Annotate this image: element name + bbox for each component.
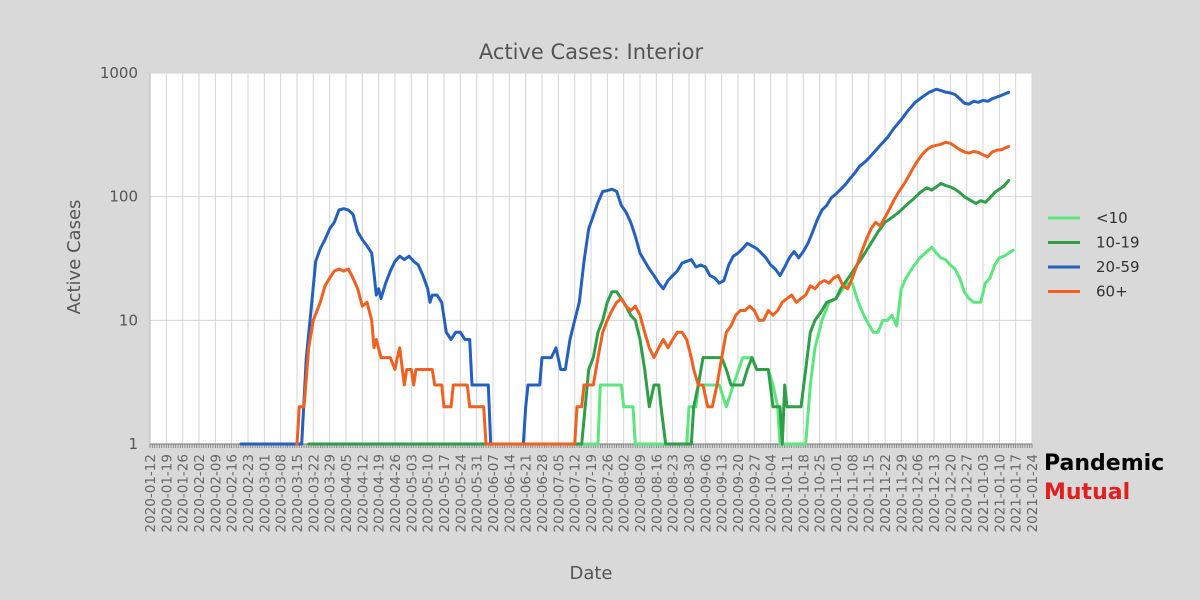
x-tick-label: 2020-03-08 [274, 454, 290, 532]
x-tick-label: 2020-05-31 [470, 454, 486, 532]
series-line-60 [295, 140, 1011, 446]
x-tick-label: 2021-01-03 [976, 454, 992, 532]
x-tick-label: 2020-06-14 [502, 454, 518, 532]
y-tick-label: 1000 [100, 64, 138, 82]
x-tick-label: 2020-08-16 [649, 454, 665, 532]
x-tick-label: 2020-09-06 [698, 454, 714, 532]
y-tick-label: 10 [119, 311, 138, 329]
x-tick-label: 2020-12-13 [927, 454, 943, 532]
y-tick-label: 1 [128, 435, 138, 453]
x-tick-label: 2020-05-10 [421, 454, 437, 532]
x-tick-label: 2020-04-05 [339, 454, 355, 532]
x-tick-label: 2020-03-01 [257, 454, 273, 532]
brand-line-1: Pandemic [1044, 451, 1164, 476]
legend-label: 20-59 [1096, 258, 1140, 276]
x-tick-label: 2020-07-26 [600, 454, 616, 532]
x-tick-label: 2020-09-13 [715, 454, 731, 532]
brand-line-2: Mutual [1044, 480, 1130, 505]
x-tick-label: 2020-05-17 [437, 454, 453, 532]
x-tick-label: 2020-12-27 [960, 454, 976, 532]
x-tick-label: 2020-09-27 [747, 454, 763, 532]
x-tick-label: 2020-08-09 [633, 454, 649, 532]
x-tick-label: 2020-10-18 [796, 454, 812, 532]
legend-label: 10-19 [1096, 234, 1140, 252]
x-tick-label: 2020-06-07 [486, 454, 502, 532]
x-tick-label: 2020-07-19 [584, 454, 600, 532]
x-tick-label: 2020-12-20 [943, 454, 959, 532]
x-tick-label: 2020-01-12 [143, 454, 159, 532]
x-tick-label: 2020-08-02 [617, 454, 633, 532]
x-tick-label: 2020-06-21 [519, 454, 535, 532]
x-tick-label: 2020-11-15 [862, 454, 878, 532]
x-tick-label: 2021-01-10 [992, 454, 1008, 532]
legend-label: <10 [1096, 209, 1128, 227]
x-tick-label: 2020-11-22 [878, 454, 894, 532]
x-axis-title: Date [569, 563, 612, 584]
x-tick-label: 2020-07-12 [568, 454, 584, 532]
x-tick-label: 2020-01-26 [176, 454, 192, 532]
legend: <10 10-19 20-59 60+ [1048, 209, 1140, 301]
x-tick-label: 2020-04-12 [355, 454, 371, 532]
x-tick-label: 2020-06-28 [535, 454, 551, 532]
x-tick-label: 2020-04-26 [388, 454, 404, 532]
x-tick-labels: 2020-01-12 2020-01-19 2020-01-26 2020-02-02… [143, 454, 1041, 532]
x-tick-label: 2020-03-22 [306, 454, 322, 532]
y-tick-label: 100 [109, 188, 138, 206]
x-tick-label: 2020-01-19 [159, 454, 175, 532]
x-tick-label: 2020-05-24 [453, 454, 469, 532]
chart-title: Active Cases: Interior [479, 40, 704, 64]
legend-label: 60+ [1096, 283, 1128, 301]
x-tick-label: 2020-12-06 [911, 454, 927, 532]
y-tick-labels: 1 10 100 1000 [100, 64, 138, 453]
x-tick-label: 2020-10-04 [764, 454, 780, 532]
y-axis-title: Active Cases [64, 200, 85, 315]
grid [149, 72, 1033, 448]
x-tick-label: 2020-11-08 [845, 454, 861, 532]
x-tick-label: 2020-11-01 [829, 454, 845, 532]
series-line-10-19 [307, 179, 1011, 446]
x-tick-label: 2020-09-20 [731, 454, 747, 532]
x-tick-label: 2020-02-02 [192, 454, 208, 532]
x-tick-label: 2020-02-23 [241, 454, 257, 532]
series-line-20-59 [239, 87, 1011, 446]
x-tick-label: 2020-05-03 [404, 454, 420, 532]
x-tick-label: 2020-10-11 [780, 454, 796, 532]
x-tick-label: 2020-04-19 [372, 454, 388, 532]
x-tick-label: 2020-02-09 [208, 454, 224, 532]
x-tick-label: 2020-08-30 [682, 454, 698, 532]
x-tick-label: 2020-03-15 [290, 454, 306, 532]
x-tick-label: 2020-10-25 [813, 454, 829, 532]
x-tick-label: 2020-03-29 [323, 454, 339, 532]
x-tick-label: 2021-01-24 [1025, 454, 1041, 532]
x-tick-label: 2020-07-05 [551, 454, 567, 532]
x-tick-label: 2020-02-16 [225, 454, 241, 532]
x-tick-label: 2021-01-17 [1009, 454, 1025, 532]
x-tick-label: 2020-11-29 [894, 454, 910, 532]
x-tick-label: 2020-08-23 [666, 454, 682, 532]
series-lines [239, 87, 1015, 446]
